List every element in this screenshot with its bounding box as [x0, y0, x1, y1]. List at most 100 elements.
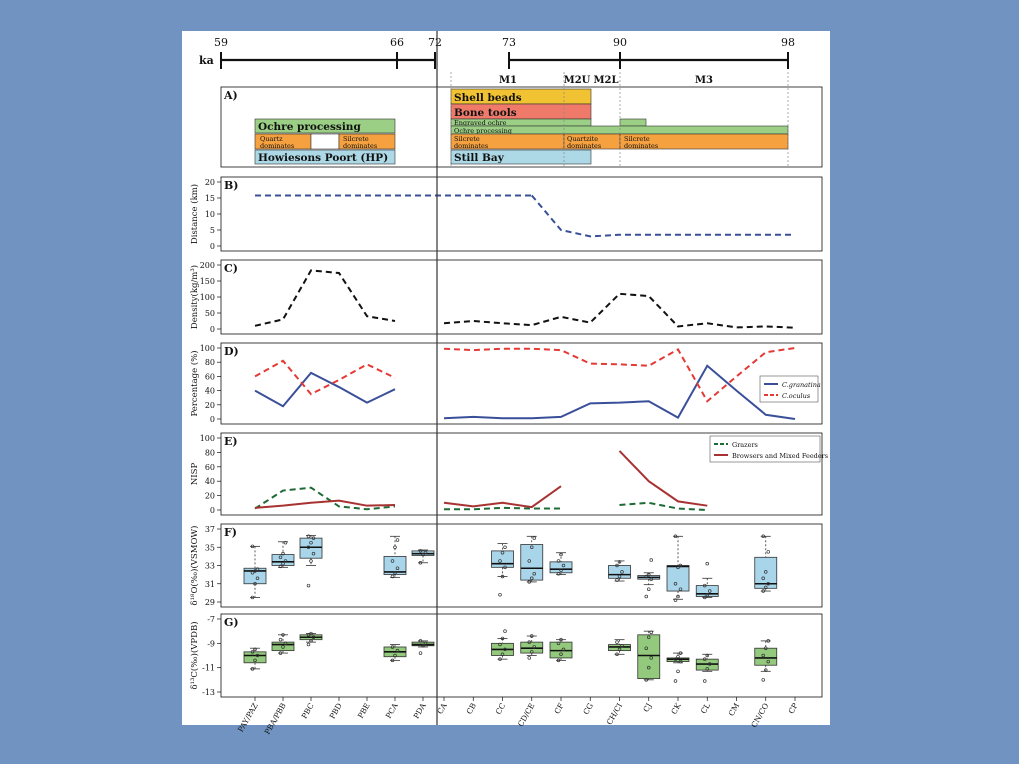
data-point — [418, 561, 423, 565]
data-point — [615, 578, 619, 582]
timeline-tick-label: 73 — [502, 36, 516, 49]
data-point — [676, 594, 680, 599]
data-point — [646, 665, 651, 670]
data-point — [311, 536, 316, 540]
data-point — [281, 633, 285, 637]
y-tick-label: 35 — [205, 543, 215, 552]
timeline-tick-label: 72 — [428, 36, 442, 49]
sb-quartzite-label-1: Quartzite — [567, 135, 598, 143]
data-point — [644, 574, 648, 579]
data-point — [423, 550, 428, 555]
y-tick-label: 0 — [210, 506, 215, 515]
series-line — [254, 499, 396, 509]
data-point — [503, 565, 507, 570]
panel-a-frame — [220, 86, 823, 168]
data-point — [761, 534, 765, 539]
data-point — [644, 646, 648, 650]
data-point — [705, 653, 709, 658]
data-point — [527, 580, 531, 584]
data-point — [615, 640, 619, 644]
panel-a-label: A) — [223, 89, 238, 102]
data-point — [395, 566, 400, 570]
data-point — [503, 647, 507, 652]
data-point — [678, 659, 683, 664]
data-point — [644, 594, 648, 599]
y-tick-label: 31 — [205, 580, 215, 589]
data-point — [250, 650, 255, 654]
y-tick-label: 50 — [205, 309, 215, 318]
y-tick-label: 60 — [205, 463, 215, 472]
data-point — [617, 647, 622, 652]
data-point — [707, 662, 712, 666]
data-point — [253, 569, 257, 573]
panel-g: G) -13 -11 -9 -7 δ¹³C(‰)(VPDB) — [189, 613, 823, 698]
data-point — [498, 559, 502, 563]
data-point — [702, 595, 707, 600]
data-point — [498, 592, 502, 597]
data-point — [529, 634, 534, 638]
series-line — [530, 194, 795, 238]
data-point — [646, 572, 651, 577]
data-point — [620, 644, 624, 648]
data-point — [649, 656, 653, 660]
y-tick-label: 0 — [210, 242, 215, 251]
box-body — [271, 641, 295, 652]
panel-frame — [220, 342, 823, 425]
legend-label: Grazers — [732, 441, 758, 449]
box-body — [754, 647, 778, 666]
data-point — [306, 642, 311, 647]
y-tick-label: 10 — [205, 210, 215, 219]
y-tick-label: 60 — [205, 372, 215, 381]
box-body — [549, 561, 573, 574]
data-point — [559, 568, 563, 572]
panel-label: B) — [224, 179, 239, 192]
data-point — [702, 583, 707, 588]
legend-box — [759, 375, 819, 403]
data-point — [309, 639, 313, 643]
series-line — [619, 501, 708, 511]
data-point — [676, 654, 680, 659]
data-point — [255, 567, 260, 571]
data-point — [498, 642, 502, 647]
data-point — [529, 650, 534, 654]
y-tick-label: -11 — [202, 664, 215, 673]
data-point — [250, 595, 255, 600]
y-tick-label: 150 — [200, 277, 215, 286]
data-point — [309, 631, 313, 636]
y-tick-label: 80 — [205, 358, 215, 367]
data-point — [253, 647, 257, 652]
data-point — [306, 583, 311, 588]
data-point — [311, 635, 316, 639]
data-point — [556, 571, 561, 576]
data-point — [529, 576, 534, 581]
box-body — [243, 567, 267, 585]
data-point — [311, 551, 316, 556]
sb-engraved-bar-2 — [619, 118, 647, 127]
sb-silcrete1-label-1: Silcrete — [454, 135, 480, 143]
data-point — [646, 635, 651, 639]
data-point — [559, 637, 563, 642]
hp-industry-bar — [254, 149, 396, 165]
data-point — [673, 679, 678, 683]
data-point — [763, 668, 768, 672]
hp-silcrete-label-1: Silcrete — [343, 135, 369, 143]
data-point — [390, 559, 395, 563]
x-tick-label: CJ — [641, 702, 653, 714]
y-tick-label: 80 — [205, 448, 215, 457]
phase-m1: M1 — [499, 75, 517, 86]
data-point — [559, 552, 563, 557]
data-point — [393, 571, 397, 575]
y-tick-label: 33 — [205, 562, 215, 571]
data-point — [527, 656, 531, 660]
box-body — [637, 634, 661, 680]
y-tick-label: 20 — [205, 492, 215, 501]
data-point — [678, 563, 683, 568]
data-point — [620, 570, 624, 574]
series-line — [254, 269, 396, 327]
data-point — [527, 640, 531, 644]
panel-b: B) 0 5 10 15 20 Distance (km) — [189, 176, 823, 252]
legend-label: C.granatina — [782, 381, 821, 389]
panel-label: F) — [224, 526, 237, 539]
data-point — [615, 563, 619, 568]
